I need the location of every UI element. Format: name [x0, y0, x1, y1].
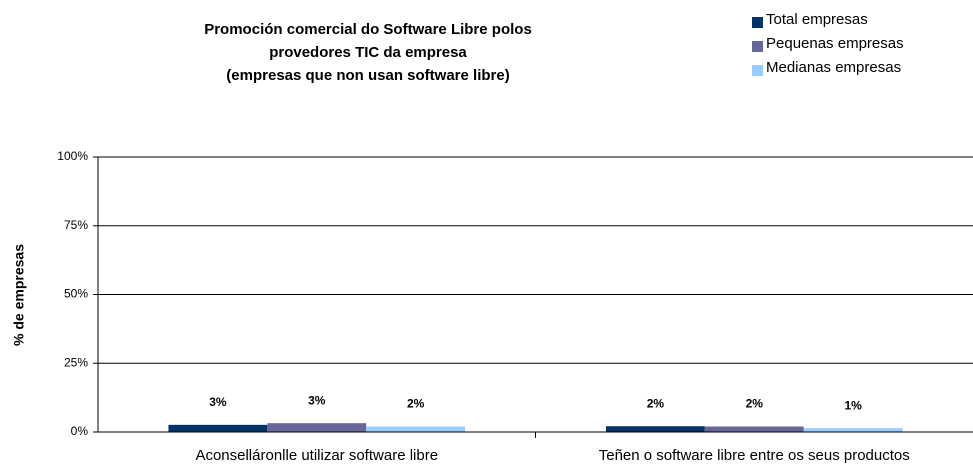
value-label: 2%: [647, 396, 665, 410]
value-label: 2%: [746, 397, 764, 411]
legend-swatch: [752, 17, 763, 28]
legend-swatch: [752, 65, 763, 76]
y-tick-label: 25%: [64, 355, 88, 369]
y-tick-label: 0%: [71, 424, 89, 438]
x-tick-label: Teñen o software libre entre os seus pro…: [599, 447, 910, 464]
x-tick-label: Aconselláronlle utilizar software libre: [195, 447, 438, 464]
chart-title: Promoción comercial do Software Libre po…: [204, 21, 532, 38]
bar: [605, 426, 705, 432]
bar: [366, 426, 466, 432]
y-axis-label: % de empresas: [11, 244, 27, 346]
bar: [267, 423, 367, 432]
chart-title: provedores TIC da empresa: [269, 44, 467, 61]
y-tick-label: 100%: [57, 149, 88, 163]
bar: [168, 424, 268, 432]
legend-label: Medianas empresas: [766, 59, 901, 76]
bar: [704, 426, 804, 432]
value-label: 2%: [407, 397, 425, 411]
value-label: 1%: [844, 398, 862, 412]
y-tick-label: 50%: [64, 287, 88, 301]
chart-title: (empresas que non usan software libre): [226, 67, 509, 84]
legend-swatch: [752, 41, 763, 52]
legend-label: Total empresas: [766, 11, 868, 28]
value-label: 3%: [209, 395, 227, 409]
y-tick-label: 75%: [64, 218, 88, 232]
value-label: 3%: [308, 393, 326, 407]
legend-label: Pequenas empresas: [766, 35, 904, 52]
bar: [803, 428, 903, 432]
